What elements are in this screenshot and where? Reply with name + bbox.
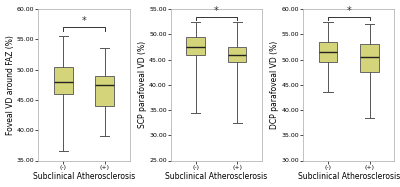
Y-axis label: Foveal VD around FAZ (%): Foveal VD around FAZ (%) [6, 35, 14, 135]
X-axis label: Subclinical Atherosclerosis: Subclinical Atherosclerosis [298, 172, 400, 181]
Y-axis label: SCP parafoveal VD (%): SCP parafoveal VD (%) [138, 41, 147, 128]
PathPatch shape [96, 76, 114, 106]
PathPatch shape [186, 37, 205, 54]
PathPatch shape [360, 44, 379, 72]
PathPatch shape [54, 67, 73, 94]
PathPatch shape [319, 42, 338, 62]
X-axis label: Subclinical Atherosclerosis: Subclinical Atherosclerosis [165, 172, 268, 181]
Y-axis label: DCP parafoveal VD (%): DCP parafoveal VD (%) [270, 41, 279, 129]
Text: *: * [214, 6, 219, 16]
Text: *: * [346, 6, 351, 16]
X-axis label: Subclinical Atherosclerosis: Subclinical Atherosclerosis [33, 172, 135, 181]
PathPatch shape [228, 47, 246, 62]
Text: *: * [82, 16, 86, 27]
